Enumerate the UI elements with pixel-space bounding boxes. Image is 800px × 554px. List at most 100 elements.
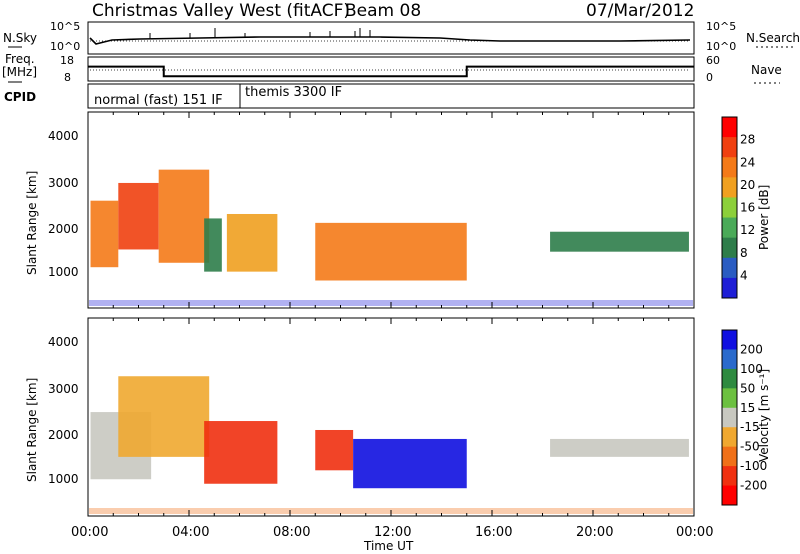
- x-tick-label-2: 08:00: [273, 525, 310, 540]
- velocity-colorbar-tick-1: 100: [740, 362, 763, 376]
- velocity-colorbar-swatch-0: [722, 330, 737, 350]
- power-colorbar: 28 24 20 16 12 8 4: [721, 116, 755, 299]
- power-colorbar-swatch-7: [722, 257, 737, 279]
- velocity-colorbar-tick-2: 50: [740, 381, 755, 395]
- velocity-ytick-4000: 4000: [48, 335, 79, 349]
- velocity-ytick-2000: 2000: [48, 428, 79, 442]
- velocity-patches-patch-2: [204, 421, 278, 484]
- velocity-colorbar-swatch-6: [722, 446, 737, 467]
- velocity-patches-patch-4: [353, 438, 467, 489]
- power-patches-patch-1: [118, 182, 159, 250]
- cpid-mode-1-label: normal (fast) 151 IF: [94, 93, 223, 108]
- noise-left-tick-bottom: 10^0: [50, 40, 80, 53]
- power-colorbar-swatch-4: [722, 197, 737, 219]
- power-colorbar-swatch-6: [722, 237, 737, 259]
- freq-left-label-2: [MHz]: [2, 65, 37, 79]
- power-ytick-3000: 3000: [48, 176, 79, 190]
- power-patches-patch-5: [315, 222, 467, 281]
- velocity-colorbar-swatch-5: [722, 427, 737, 448]
- velocity-colorbar-swatch-1: [722, 349, 737, 370]
- freq-right-label: Nave: [751, 63, 782, 77]
- plot-title: Christmas Valley West (fitACF): [92, 1, 350, 21]
- power-colorbar-tick-2: 20: [740, 178, 755, 192]
- noise-left-tick-top: 10^5: [50, 20, 80, 33]
- velocity-patches-patch-3: [315, 429, 354, 471]
- power-ytick-4000: 4000: [48, 129, 79, 143]
- velocity-colorbar-swatch-4: [722, 407, 737, 428]
- power-colorbar-swatch-2: [722, 157, 737, 178]
- x-tick-label-5: 20:00: [576, 525, 613, 540]
- power-colorbar-tick-6: 4: [740, 268, 748, 282]
- noise-right-label: N.Search: [746, 31, 800, 45]
- power-colorbar-label: Power [dB]: [757, 185, 771, 250]
- freq-left-tick-bottom: 8: [64, 71, 71, 84]
- freq-left-label-1: Freq.: [5, 52, 35, 66]
- cpid-label: CPID: [4, 90, 36, 104]
- power-patches-patch-3: [204, 218, 222, 272]
- beam-label: Beam 08: [345, 1, 421, 21]
- power-heatmap: [89, 169, 693, 306]
- velocity-colorbar-tick-0: 200: [740, 342, 763, 356]
- power-y-axis: 4000 3000 2000 1000 Slant Range [km]: [25, 129, 79, 279]
- cpid-panel-frame: [87, 83, 695, 109]
- velocity-y-axis: 4000 3000 2000 1000 Slant Range [km]: [25, 335, 79, 486]
- velocity-patches-patch-5: [550, 438, 689, 457]
- velocity-colorbar: 200 100 50 15 -15 -50 -100 -200: [721, 329, 767, 506]
- power-patches-patch-2: [158, 169, 210, 263]
- power-colorbar-tick-5: 8: [740, 246, 748, 260]
- noise-panel-frame: [87, 21, 695, 55]
- x-tick-label-6: 00:00: [676, 525, 713, 540]
- velocity-colorbar-tick-6: -100: [740, 459, 767, 473]
- power-colorbar-swatch-5: [722, 217, 737, 239]
- power-colorbar-swatch-8: [722, 277, 737, 299]
- power-ytick-1000: 1000: [48, 265, 79, 279]
- noise-right-tick-bottom: 10^0: [706, 40, 736, 53]
- velocity-colorbar-tick-4: -15: [740, 420, 760, 434]
- velocity-patches-patch-1: [118, 376, 210, 457]
- power-ytick-2000: 2000: [48, 222, 79, 236]
- x-axis-label: Time UT: [363, 539, 414, 553]
- power-colorbar-tick-3: 16: [740, 201, 755, 215]
- velocity-heatmap: [89, 376, 693, 514]
- velocity-ytick-3000: 3000: [48, 382, 79, 396]
- x-tick-label-0: 00:00: [71, 525, 108, 540]
- velocity-colorbar-tick-3: 15: [740, 401, 755, 415]
- velocity-colorbar-swatch-8: [722, 485, 737, 506]
- velocity-colorbar-frame: [721, 329, 738, 506]
- freq-trace: [88, 65, 694, 78]
- power-patches-patch-4: [226, 213, 278, 272]
- power-colorbar-frame: [721, 116, 738, 299]
- power-patches-patch-6: [550, 231, 689, 252]
- cpid-mode-2-label: themis 3300 IF: [245, 85, 342, 100]
- freq-right-tick-top: 60: [706, 54, 720, 67]
- x-tick-label-3: 12:00: [374, 525, 411, 540]
- freq-right-tick-bottom: 0: [706, 71, 713, 84]
- x-tick-label-1: 04:00: [172, 525, 209, 540]
- velocity-colorbar-swatch-3: [722, 388, 737, 409]
- velocity-colorbar-label: Velocity [m s⁻¹]: [757, 369, 771, 462]
- power-colorbar-tick-4: 12: [740, 223, 755, 237]
- power-ylabel: Slant Range [km]: [25, 171, 39, 275]
- velocity-ylabel: Slant Range [km]: [25, 378, 39, 482]
- power-colorbar-swatch-3: [722, 177, 737, 198]
- noise-left-label: N.Sky: [3, 31, 37, 45]
- x-tick-label-4: 16:00: [475, 525, 512, 540]
- noise-sky-trace: [89, 36, 691, 45]
- power-patches-patch-0: [90, 200, 119, 268]
- power-colorbar-tick-0: 28: [740, 133, 755, 147]
- velocity-colorbar-tick-5: -50: [740, 440, 760, 454]
- velocity-ytick-1000: 1000: [48, 472, 79, 486]
- noise-spikes: [149, 28, 371, 39]
- x-axis-ticks: [87, 112, 695, 516]
- power-colorbar-swatch-0: [722, 117, 737, 138]
- power-colorbar-swatch-1: [722, 137, 737, 158]
- noise-right-tick-top: 10^5: [706, 20, 736, 33]
- velocity-colorbar-tick-7: -200: [740, 479, 767, 493]
- freq-panel-frame: [87, 56, 695, 82]
- freq-left-tick-top: 18: [60, 54, 74, 67]
- power-colorbar-tick-1: 24: [740, 155, 755, 169]
- date-label: 07/Mar/2012: [586, 1, 694, 21]
- velocity-colorbar-swatch-2: [722, 368, 737, 389]
- velocity-colorbar-swatch-7: [722, 466, 737, 487]
